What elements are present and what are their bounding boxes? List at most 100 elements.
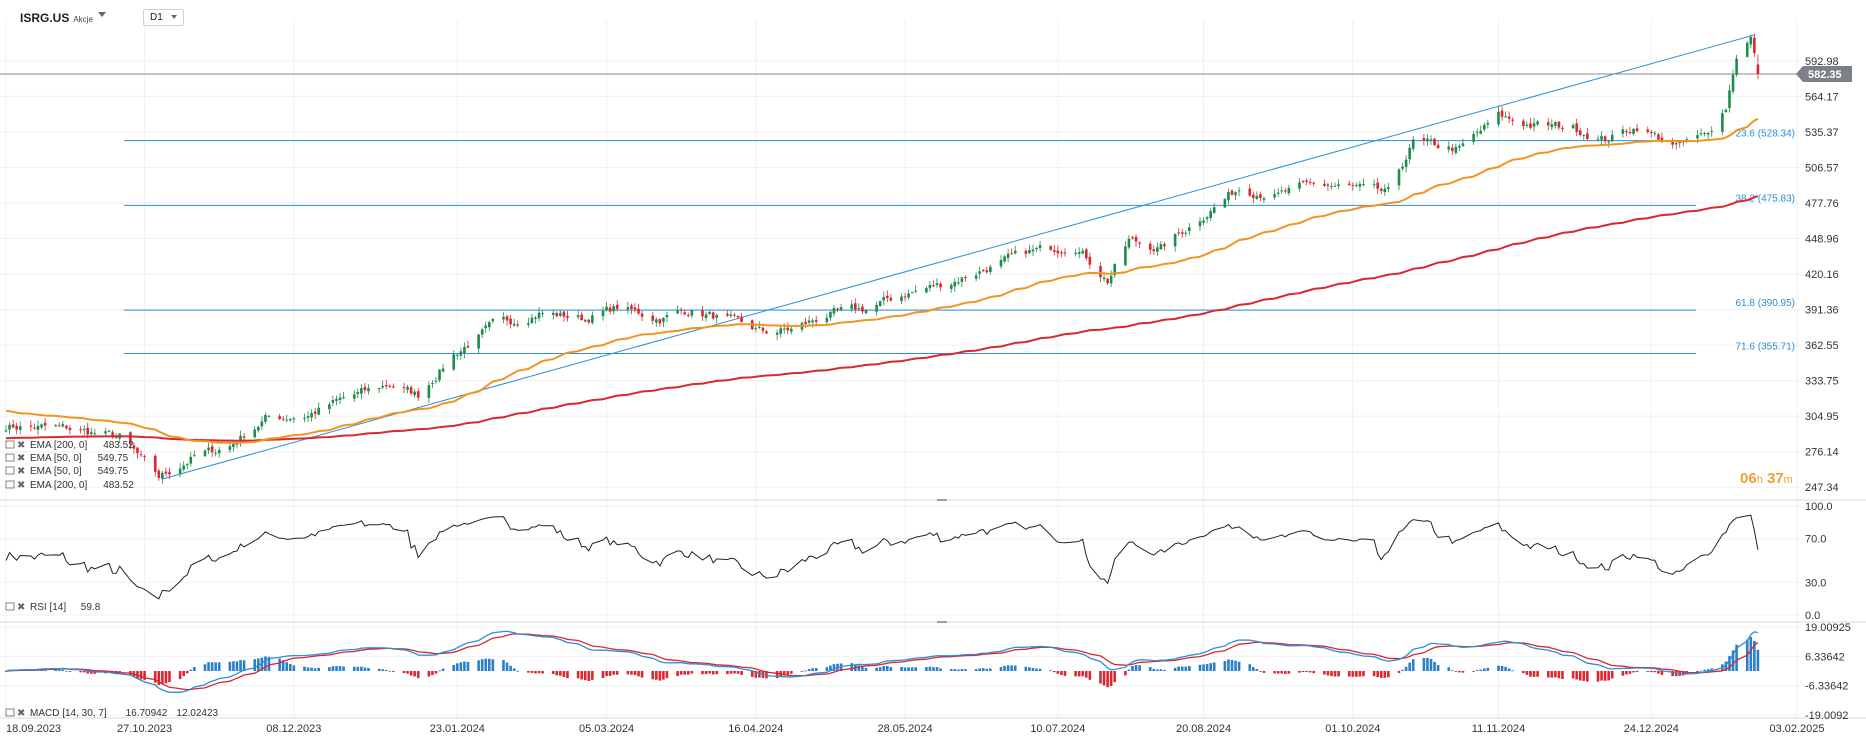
symbol-type: Akcje: [73, 15, 93, 24]
candle-down: [1433, 138, 1436, 146]
macd-hist-bar-positive: [1756, 649, 1760, 672]
candle-down: [630, 305, 633, 309]
macd-pane[interactable]: [4, 630, 1760, 693]
rsi-pane[interactable]: [5, 514, 1759, 600]
macd-hist-bar-negative: [1081, 671, 1085, 677]
candle-up: [1482, 124, 1486, 130]
candle-down: [1511, 119, 1515, 121]
candle-up: [914, 290, 918, 292]
candle-up: [193, 455, 196, 457]
macd-legend: ✖ MACD [14, 30, 7] 16.70942 12.02423: [5, 708, 219, 719]
macd-hist-bar-negative: [1671, 671, 1674, 677]
macd-hist-bar-positive: [804, 670, 807, 672]
legend-name: EMA [50, 0]: [30, 453, 82, 464]
macd-hist-bar-negative: [782, 671, 786, 676]
candle-down: [363, 386, 367, 391]
macd-hist-bar-negative: [1301, 671, 1305, 673]
macd-hist-bar-positive: [960, 669, 964, 672]
candle-up: [775, 332, 779, 335]
candle-up: [1706, 132, 1710, 135]
macd-hist-bar-positive: [1699, 670, 1703, 672]
macd-hist-bar-positive: [985, 668, 989, 672]
candle-up: [377, 388, 381, 390]
candle-up: [1600, 135, 1603, 140]
macd-hist-bar-negative: [427, 671, 431, 677]
candle-up: [477, 334, 480, 349]
candle-up: [1362, 183, 1365, 185]
legend-settings-icon: [5, 453, 15, 462]
macd-hist-bar-negative: [775, 671, 779, 679]
candle-up: [875, 304, 878, 312]
macd-hist-bar-positive: [1404, 666, 1408, 672]
pane-resize-handle: [937, 621, 947, 623]
candle-up: [1184, 232, 1188, 234]
macd-hist-bar-positive: [1188, 665, 1191, 672]
macd-hist-bar-negative: [690, 671, 694, 674]
macd-hist-bar-positive: [1731, 650, 1735, 672]
candle-down: [1230, 190, 1234, 195]
candle-down: [651, 315, 655, 321]
macd-hist-bar-negative: [409, 671, 413, 676]
time-axis-tick-label: 24.12.2024: [1624, 723, 1679, 735]
ema-200-line: [5, 195, 1759, 442]
candle-up: [1401, 166, 1404, 169]
price-pane[interactable]: 23.6 (528.34) 38.2 (475.83) 61.8 (390.95) 7…: [0, 33, 1800, 484]
timeframe-select[interactable]: D1: [143, 9, 184, 26]
candle-up: [1202, 220, 1205, 223]
macd-hist-bar-positive: [1234, 660, 1237, 672]
candle-up: [530, 317, 534, 323]
last-price-tag: [1796, 65, 1852, 82]
candle-up: [829, 311, 832, 318]
macd-hist-bar-positive: [1152, 668, 1156, 672]
candle-down: [1099, 266, 1102, 278]
time-axis-tick-label: 03.02.2025: [1769, 723, 1824, 735]
candle-up: [690, 310, 694, 316]
legend-settings-icon: [5, 480, 15, 489]
candle-down: [1106, 278, 1109, 284]
macd-hist-bar-positive: [910, 667, 914, 672]
candle-down: [1152, 249, 1156, 252]
macd-hist-bar-positive: [1433, 661, 1436, 672]
candle-down: [733, 314, 736, 316]
price-axis[interactable]: 592.98 564.17 535.37 506.57 477.76 448.96 420.…: [1796, 56, 1852, 722]
candle-up: [935, 283, 939, 286]
candle-up: [1102, 277, 1106, 280]
time-axis[interactable]: 18.09.2023 27.10.2023 08.12.2023 23.01.2024…: [6, 723, 1825, 735]
macd-hist-bar-negative: [1077, 671, 1081, 677]
symbol-dropdown-icon[interactable]: [98, 12, 106, 17]
candle-down: [683, 312, 687, 315]
macd-hist-bar-positive: [512, 668, 516, 672]
candle-down: [1323, 183, 1326, 186]
macd-hist-bar-positive: [509, 665, 512, 672]
candle-down: [765, 331, 768, 334]
candle-up: [1479, 130, 1483, 134]
macd-hist-bar-positive: [864, 668, 868, 672]
candle-down: [640, 313, 644, 317]
macd-hist-bar-positive: [953, 669, 957, 672]
candle-down: [562, 311, 566, 317]
candle-up: [1262, 198, 1266, 200]
macd-hist-bar-positive: [1223, 660, 1227, 672]
candle-up: [978, 271, 981, 274]
macd-hist-bar-negative: [615, 671, 619, 675]
macd-hist-bar-negative: [587, 671, 591, 681]
symbol-label[interactable]: ISRG.US Akcje: [20, 11, 93, 25]
candle-down: [804, 321, 807, 324]
macd-hist-bar-positive: [65, 670, 68, 672]
price-axis-tick-label: 362.55: [1805, 340, 1839, 352]
macd-hist-bar-negative: [1084, 671, 1088, 678]
macd-hist-bar-negative: [1312, 671, 1316, 674]
legend-value: 16.70942: [126, 708, 168, 719]
candle-up: [1699, 133, 1703, 135]
candle-down: [516, 324, 520, 326]
macd-hist-bar-positive: [903, 667, 907, 672]
candle-down: [392, 386, 395, 388]
time-axis-tick-label: 16.04.2024: [728, 723, 783, 735]
candle-down: [111, 432, 114, 437]
legend-value: 12.02423: [176, 708, 218, 719]
candle-down: [58, 425, 61, 427]
candle-up: [253, 429, 257, 438]
macd-hist-bar-negative: [562, 671, 566, 677]
legend-settings-icon: [5, 440, 15, 449]
